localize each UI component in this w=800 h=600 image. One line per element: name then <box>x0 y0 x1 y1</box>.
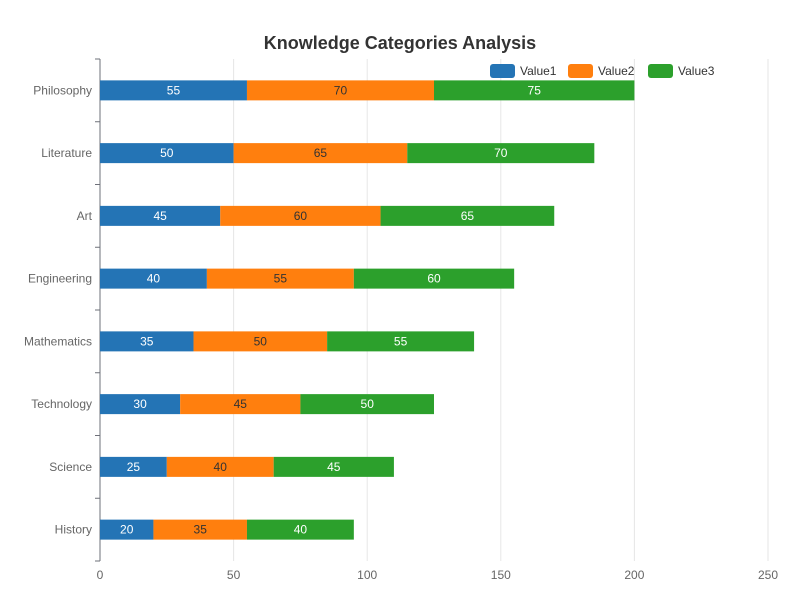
y-category-label: Literature <box>41 146 92 160</box>
bar-segment-value3[interactable] <box>434 80 635 101</box>
bar-segment-value3[interactable] <box>300 394 434 415</box>
bar-segment-value2[interactable] <box>166 456 274 477</box>
bar-segment-value2[interactable] <box>246 80 434 101</box>
bar-segment-value3[interactable] <box>407 143 595 164</box>
bar-value-label: 20 <box>120 523 134 537</box>
bar-value-label: 55 <box>167 83 181 97</box>
bar-value-label: 45 <box>327 460 341 474</box>
legend-item-value2[interactable]: Value2 <box>568 64 635 78</box>
bar-value-label: 45 <box>153 209 167 223</box>
bar-value-label: 65 <box>461 209 475 223</box>
x-tick-label: 0 <box>97 568 104 582</box>
x-tick-label: 150 <box>491 568 511 582</box>
bar-segment-value1[interactable] <box>100 205 221 226</box>
bar-value-label: 40 <box>147 272 161 286</box>
legend-label: Value2 <box>598 64 635 78</box>
x-tick-label: 200 <box>624 568 644 582</box>
bar-segment-value2[interactable] <box>193 331 328 352</box>
bar-value-label: 45 <box>234 397 248 411</box>
bar-value-label: 70 <box>334 83 348 97</box>
bar-segment-value3[interactable] <box>353 268 515 289</box>
bar-segment-value2[interactable] <box>153 519 247 540</box>
bar-segment-value2[interactable] <box>180 394 301 415</box>
bar-segment-value2[interactable] <box>233 143 408 164</box>
bar-value-label: 40 <box>214 460 228 474</box>
y-category-label: Art <box>77 209 93 223</box>
y-category-label: Philosophy <box>33 83 92 97</box>
bar-segment-value3[interactable] <box>246 519 354 540</box>
bar-segment-value1[interactable] <box>100 331 194 352</box>
axes: 0 50 100 150 200 250 History Science Technology M… <box>24 58 778 582</box>
bar-value-label: 35 <box>140 334 154 348</box>
legend-label: Value3 <box>678 64 715 78</box>
bar-segment-value1[interactable] <box>100 394 181 415</box>
x-tick-label: 50 <box>227 568 241 582</box>
y-category-label: Science <box>49 460 92 474</box>
bar-segment-value1[interactable] <box>100 456 167 477</box>
legend-swatch <box>568 64 593 78</box>
chart-title: Knowledge Categories Analysis <box>264 33 536 53</box>
bar-segment-value2[interactable] <box>206 268 354 289</box>
bar-segment-value1[interactable] <box>100 519 154 540</box>
bar-value-label: 70 <box>494 146 508 160</box>
legend-label: Value1 <box>520 64 557 78</box>
bar-segment-value1[interactable] <box>100 268 207 289</box>
x-tick-label: 250 <box>758 568 778 582</box>
bar-value-label: 50 <box>160 146 174 160</box>
bar-segment-value2[interactable] <box>220 205 381 226</box>
legend[interactable]: Value1 Value2 Value3 <box>490 64 715 78</box>
bar-segment-value3[interactable] <box>273 456 394 477</box>
bar-value-label: 35 <box>194 523 208 537</box>
bar-segment-value3[interactable] <box>380 205 555 226</box>
bar-value-label: 25 <box>127 460 141 474</box>
bar-segment-value1[interactable] <box>100 143 234 164</box>
legend-swatch <box>648 64 673 78</box>
bar-segment-value1[interactable] <box>100 80 247 101</box>
bar-value-label: 55 <box>274 272 288 286</box>
bar-value-label: 65 <box>314 146 328 160</box>
legend-item-value1[interactable]: Value1 <box>490 64 557 78</box>
y-category-label: Mathematics <box>24 334 92 348</box>
y-category-label: History <box>55 523 92 537</box>
legend-swatch <box>490 64 515 78</box>
bar-value-label: 50 <box>254 334 268 348</box>
bar-value-label: 55 <box>394 334 408 348</box>
y-category-label: Engineering <box>28 272 92 286</box>
bar-value-label: 30 <box>133 397 147 411</box>
y-category-label: Technology <box>31 397 92 411</box>
bar-value-label: 50 <box>361 397 375 411</box>
grid-lines <box>233 59 769 561</box>
bar-value-label: 60 <box>427 272 441 286</box>
x-tick-label: 100 <box>357 568 377 582</box>
bar-segment-value3[interactable] <box>327 331 475 352</box>
legend-item-value3[interactable]: Value3 <box>648 64 715 78</box>
bar-value-label: 75 <box>528 83 542 97</box>
bars: 20 35 40 25 40 45 30 45 50 35 50 55 40 55 60 45 60 65 50 65… <box>100 80 635 540</box>
bar-value-label: 40 <box>294 523 308 537</box>
bar-value-label: 60 <box>294 209 308 223</box>
